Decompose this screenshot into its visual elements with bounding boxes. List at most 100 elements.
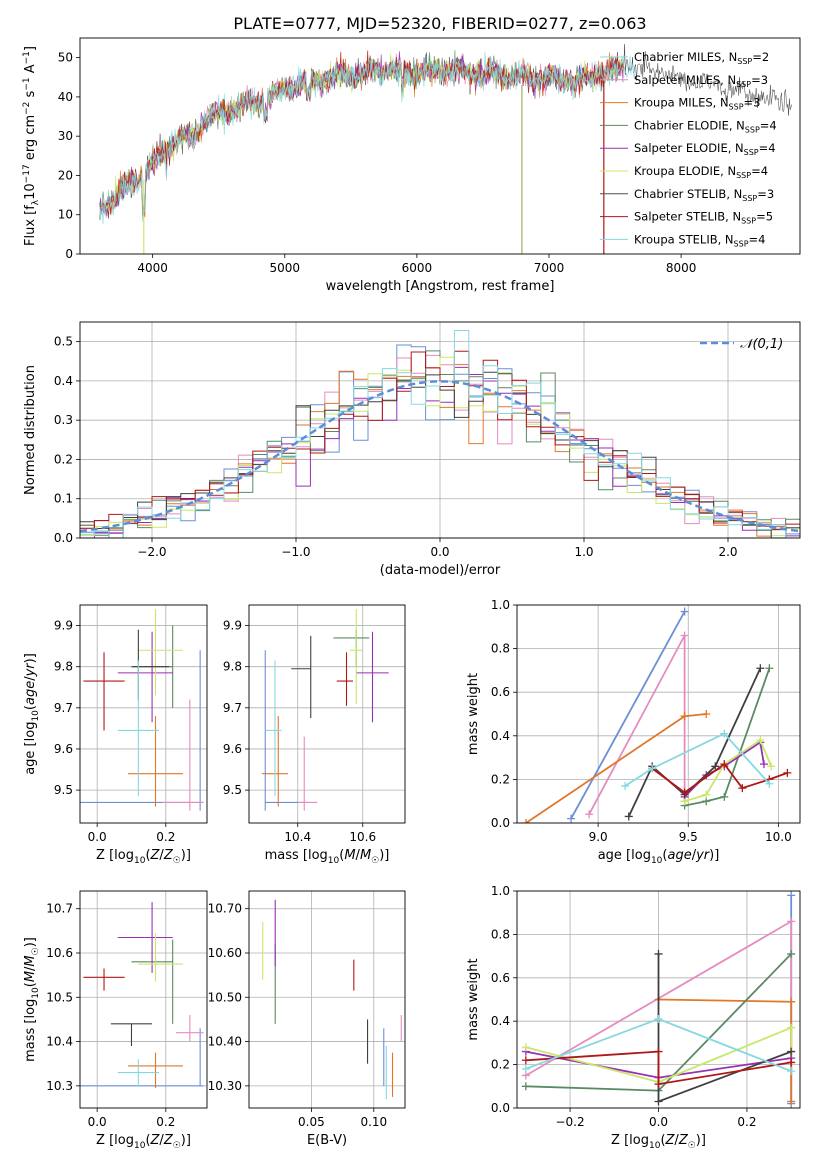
histogram-step-8 — [80, 330, 800, 538]
y-tick-label: 10 — [58, 208, 73, 222]
mass-weight-marker — [621, 781, 630, 790]
mass-weight-marker — [654, 949, 663, 958]
y-tick-label: 9.7 — [54, 701, 73, 715]
axes-frame — [79, 321, 801, 539]
x-tick-label: 1.0 — [574, 545, 593, 559]
y-tick-label: 10.4 — [46, 1035, 73, 1049]
mass-weight-marker — [759, 760, 768, 769]
mass-weight-marker — [787, 997, 796, 1006]
legend-label: Chabrier MILES, NSSP=2 — [634, 50, 769, 66]
mass-weight-line — [684, 667, 771, 807]
y-tick-label: 9.9 — [223, 619, 242, 633]
spectrum-line-7 — [99, 50, 624, 217]
x-tick-label: 0.2 — [156, 830, 175, 844]
x-axis-label: mass [log10(M/M☉)] — [265, 848, 390, 866]
y-tick-label: 0.8 — [491, 927, 510, 941]
y-axis-label: age [log10(age/yr)] — [23, 653, 41, 775]
x-tick-label: 6000 — [402, 261, 433, 275]
mass-weight-marker — [767, 762, 776, 771]
x-tick-label: 0.10 — [360, 1115, 387, 1129]
errorbar-point — [83, 968, 125, 991]
x-axis-label: Z [log10(Z/Z☉)] — [96, 848, 191, 866]
errorbar-point — [128, 1052, 183, 1089]
mass-weight-marker — [585, 810, 594, 819]
errorbar-point — [117, 1059, 159, 1086]
x-tick-label: 0.2 — [737, 1115, 756, 1129]
legend-label: Chabrier ELODIE, NSSP=4 — [634, 118, 777, 134]
errorbar-point — [291, 635, 312, 719]
y-tick-label: 0.4 — [491, 729, 510, 743]
y-tick-label: 9.8 — [54, 660, 73, 674]
mass-weight-marker — [654, 1097, 663, 1106]
mass-weight-line — [525, 713, 707, 823]
mass-weight-line — [624, 732, 771, 787]
panel-age_vs_Z: 0.0 0.2 9.5 9.6 9.7 9.8 9.9 Z [log10(Z/Z☉)] age … — [23, 604, 208, 866]
errorbar-point — [162, 699, 204, 811]
legend-label: 𝒩(0,1) — [740, 337, 783, 352]
errorbar-point — [138, 609, 183, 696]
x-tick-label: 10.0 — [765, 830, 792, 844]
mass-weight-marker — [654, 1080, 663, 1089]
mass-weight-marker — [521, 1064, 530, 1073]
mass-weight-marker — [521, 1056, 530, 1065]
x-tick-label: −1.0 — [281, 545, 310, 559]
mass-weight-marker — [567, 814, 576, 823]
plot-area — [80, 330, 800, 538]
y-tick-label: 10.60 — [208, 946, 242, 960]
y-tick-label: 9.8 — [223, 660, 242, 674]
errorbar-point — [297, 736, 318, 811]
legend-label: Kroupa ELODIE, NSSP=4 — [634, 164, 768, 180]
errorbar-point — [265, 660, 282, 797]
errorbar-point — [336, 652, 353, 706]
mass-weight-marker — [680, 631, 689, 640]
y-tick-label: 1.0 — [491, 598, 510, 612]
legend-label: Chabrier STELIB, NSSP=3 — [634, 187, 774, 203]
mass-weight-marker — [654, 1015, 663, 1024]
mass-weight-marker — [765, 664, 774, 673]
y-tick-label: 0.3 — [54, 413, 73, 427]
panel-massweight_vs_Z: −0.2 0.0 0.2 0.0 0.2 0.4 0.6 0.8 1.0 Z [log10(Z/Z… — [466, 884, 801, 1151]
panel-age_vs_mass: 10.4 10.6 9.5 9.6 9.7 9.8 9.9 mass [log10(M/M☉)… — [223, 604, 406, 866]
y-tick-label: 0.2 — [491, 1058, 510, 1072]
mass-weight-marker — [522, 819, 531, 823]
x-tick-label: 10.6 — [349, 830, 376, 844]
figure-title: PLATE=0777, MJD=52320, FIBERID=0277, z=0… — [233, 14, 646, 33]
mass-weight-marker — [702, 790, 711, 799]
errorbar-point — [128, 716, 183, 807]
mass-weight-marker — [787, 1047, 796, 1056]
x-axis-label: age [log10(age/yr)] — [598, 848, 720, 866]
x-tick-label: 0.0 — [88, 830, 107, 844]
y-axis-label: Flux [fλ10−17 erg cm−2 s−1 A−1] — [22, 46, 41, 246]
mass-weight-marker — [521, 1082, 530, 1091]
errorbar-point — [356, 631, 389, 723]
y-tick-label: 30 — [58, 129, 73, 143]
y-tick-label: 10.70 — [208, 902, 242, 916]
errorbar-point — [83, 652, 125, 731]
y-tick-label: 0.6 — [491, 685, 510, 699]
x-axis-label: (data-model)/error — [380, 563, 501, 578]
y-tick-label: 10.3 — [46, 1079, 73, 1093]
spectrum-line-8 — [99, 56, 624, 225]
histogram-step-7 — [80, 350, 800, 530]
y-axis-label: mass weight — [466, 673, 481, 755]
mass-weight-marker — [787, 1067, 796, 1076]
errorbar-point — [333, 629, 370, 667]
y-tick-label: 0.6 — [491, 971, 510, 985]
legend-label: Salpeter ELODIE, NSSP=4 — [634, 141, 776, 157]
x-tick-label: 2.0 — [718, 545, 737, 559]
mass-weight-line — [627, 667, 762, 817]
y-tick-label: 10.50 — [208, 990, 242, 1004]
y-tick-label: 9.7 — [223, 701, 242, 715]
errorbar-point — [176, 1015, 204, 1042]
y-tick-label: 9.5 — [54, 783, 73, 797]
x-tick-label: 4000 — [137, 261, 168, 275]
legend-label: Salpeter MILES, NSSP=3 — [634, 73, 768, 89]
errorbar-point — [117, 902, 173, 973]
plot-area — [521, 891, 796, 1108]
mass-weight-line — [525, 1050, 792, 1086]
y-tick-label: 0.5 — [54, 335, 73, 349]
mass-weight-line — [525, 1026, 793, 1083]
mass-weight-marker — [787, 1097, 796, 1106]
y-tick-label: 9.6 — [223, 742, 242, 756]
